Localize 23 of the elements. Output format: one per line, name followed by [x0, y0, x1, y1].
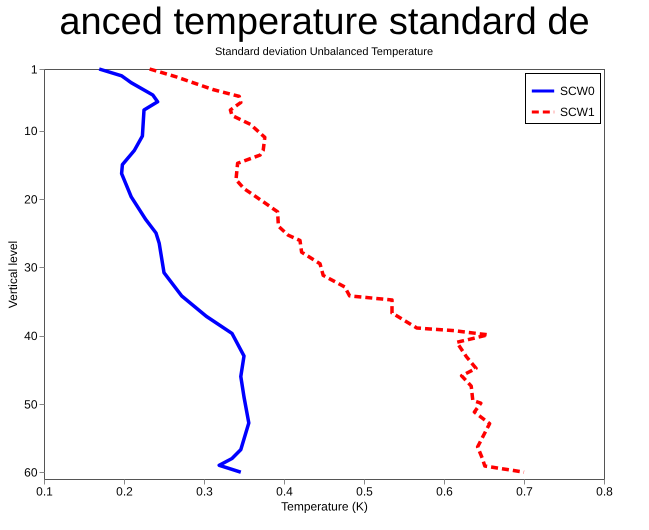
x-tick-label: 0.5: [356, 484, 374, 498]
x-tick-label: 0.4: [276, 484, 294, 498]
text: anced temperature standard de: [58, 0, 591, 44]
y-axis-title: Vertical level: [6, 240, 20, 308]
y-tick-label: 50: [24, 397, 38, 412]
x-tick-label: 0.1: [36, 484, 54, 498]
x-tick-label: 0.2: [116, 484, 134, 498]
y-tick-label: 1: [30, 62, 38, 76]
legend-label: SCW0: [560, 84, 595, 98]
x-tick-label: 0.8: [596, 484, 614, 498]
line-series: [97, 67, 251, 474]
y-tick-label: 10: [24, 124, 38, 138]
chart-title: Standard deviation Unbalanced Temperature: [214, 46, 434, 58]
legend-label: SCW1: [560, 105, 595, 119]
y-tick-label: 40: [24, 329, 38, 343]
x-tick-label: 0.7: [516, 484, 534, 498]
x-tick-label: 0.3: [196, 484, 214, 498]
y-tick-label: 30: [24, 260, 38, 275]
line-series: [148, 67, 526, 474]
x-axis-title: Temperature (K): [281, 500, 368, 514]
y-tick-label: 20: [24, 192, 38, 206]
y-tick-label: 60: [24, 466, 38, 480]
x-tick-label: 0.6: [436, 484, 454, 498]
